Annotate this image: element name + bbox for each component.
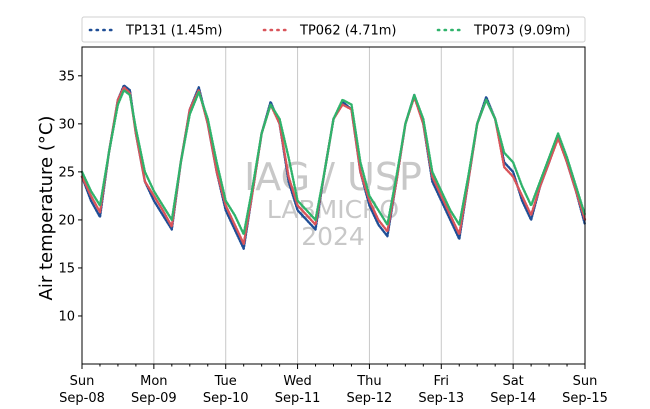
watermark-line-3: 2024 <box>301 222 365 251</box>
x-tick-label-day: Sun <box>573 374 598 389</box>
x-tick-label-day: Tue <box>214 374 237 389</box>
series-layer <box>80 84 587 250</box>
x-tick-label-date: Sep-10 <box>203 391 249 406</box>
x-tick-label-day: Sun <box>70 374 95 389</box>
legend-label-2: TP062 (4.71m) <box>299 24 396 39</box>
legend-label-1: TP131 (1.45m) <box>125 24 222 39</box>
axes: 10 15 20 25 30 35 Sun Sep-08 Mon Sep-09 Tue Sep-10 W… <box>58 69 607 406</box>
x-tick-label-day: Wed <box>283 374 311 389</box>
y-axis-title: Air temperature (°C) <box>36 116 57 301</box>
x-tick-label-date: Sep-13 <box>418 391 464 406</box>
y-tick-label: 10 <box>58 309 75 324</box>
x-tick-label-date: Sep-15 <box>562 391 608 406</box>
watermark-line-1: IAG / USP <box>244 155 422 199</box>
y-tick-label: 15 <box>58 261 75 276</box>
x-tick-label-day: Fri <box>434 374 450 389</box>
series-line-3 <box>80 88 587 236</box>
x-tick-label-day: Thu <box>356 374 381 389</box>
x-tick-label-day: Sat <box>502 374 523 389</box>
x-tick-label-date: Sep-14 <box>490 391 536 406</box>
x-tick-label-date: Sep-11 <box>275 391 321 406</box>
x-tick-label-date: Sep-09 <box>131 391 177 406</box>
y-tick-label: 20 <box>58 213 75 228</box>
x-tick-label-date: Sep-12 <box>347 391 393 406</box>
y-tick-label: 25 <box>58 165 75 180</box>
x-tick-label-date: Sep-08 <box>59 391 105 406</box>
legend: TP131 (1.45m) TP062 (4.71m) TP073 (9.09m) <box>81 16 586 43</box>
legend-label-3: TP073 (9.09m) <box>473 24 570 39</box>
legend-box <box>81 16 586 43</box>
y-tick-label: 35 <box>58 69 75 84</box>
watermark: IAG / USP LABMICRO 2024 <box>244 155 422 251</box>
y-tick-label: 30 <box>58 117 75 132</box>
x-tick-label-day: Mon <box>140 374 167 389</box>
